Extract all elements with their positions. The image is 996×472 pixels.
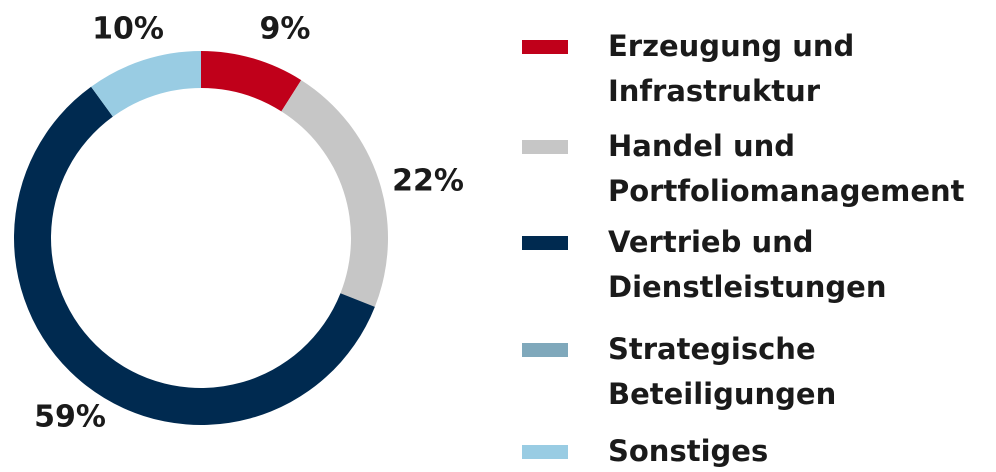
legend-swatch [522, 140, 568, 154]
data-label: 22% [392, 164, 464, 199]
legend-swatch [522, 445, 568, 459]
donut-slice [91, 51, 201, 117]
legend-swatch [522, 343, 568, 357]
data-label: 10% [92, 12, 164, 47]
legend-label: Handel und Portfoliomanagement [608, 129, 965, 208]
donut-slice [281, 80, 388, 307]
data-label: 59% [34, 400, 106, 435]
legend-swatch [522, 236, 568, 250]
legend-swatch [522, 40, 568, 54]
data-label: 9% [260, 12, 311, 47]
legend-label: Strategische Beteiligungen [608, 332, 837, 411]
legend-label: Erzeugung und Infrastruktur [608, 29, 855, 108]
legend-label: Vertrieb und Dienstleistungen [608, 225, 887, 304]
donut-slice [201, 51, 302, 112]
legend-label: Sonstiges [608, 434, 769, 468]
